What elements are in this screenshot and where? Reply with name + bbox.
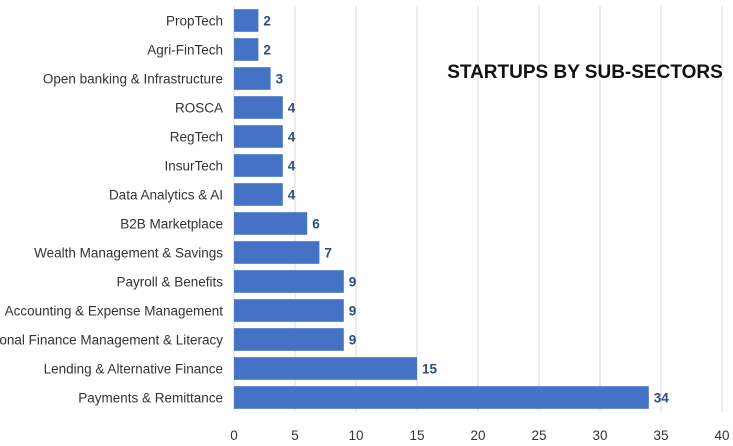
category-label: PropTech <box>166 14 223 29</box>
category-label: Wealth Management & Savings <box>34 246 223 261</box>
bar <box>234 38 259 61</box>
bar <box>234 270 344 293</box>
value-label: 4 <box>288 159 296 174</box>
category-label: Payments & Remittance <box>78 391 223 406</box>
value-label: 4 <box>288 101 296 116</box>
x-tick-label: 10 <box>348 428 363 443</box>
category-label: Lending & Alternative Finance <box>44 362 223 377</box>
value-label: 7 <box>324 246 332 261</box>
value-label: 4 <box>288 130 296 145</box>
x-tick-label: 35 <box>653 428 668 443</box>
x-axis-tick-labels: 0 5 10 15 20 25 30 35 40 <box>230 428 729 443</box>
value-label: 9 <box>349 333 357 348</box>
gridlines <box>233 6 723 412</box>
category-label: ROSCA <box>175 101 223 116</box>
bar <box>234 357 417 380</box>
bar <box>234 241 320 264</box>
x-tick-label: 20 <box>470 428 485 443</box>
bar <box>234 9 259 32</box>
category-label: Accounting & Expense Management <box>5 304 224 319</box>
category-label: B2B Marketplace <box>120 217 223 232</box>
bar <box>234 125 283 148</box>
value-label: 4 <box>288 188 296 203</box>
value-label: 9 <box>349 304 357 319</box>
category-label: Personal Finance Management & Literacy <box>0 333 223 348</box>
category-label: Data Analytics & AI <box>109 188 223 203</box>
bar <box>234 299 344 322</box>
bar <box>234 183 283 206</box>
bar <box>234 386 649 409</box>
category-axis-labels: PropTech Agri-FinTech Open banking & Infra… <box>0 14 223 406</box>
x-tick-label: 25 <box>531 428 546 443</box>
value-label: 3 <box>276 72 284 87</box>
category-label: Agri-FinTech <box>147 43 223 58</box>
x-tick-label: 30 <box>592 428 607 443</box>
value-label: 6 <box>312 217 320 232</box>
category-label: RegTech <box>170 130 223 145</box>
bar-series <box>234 9 649 409</box>
value-label: 34 <box>654 391 670 406</box>
x-tick-label: 15 <box>409 428 424 443</box>
bar <box>234 96 283 119</box>
value-label: 9 <box>349 275 357 290</box>
bar <box>234 328 344 351</box>
bar <box>234 67 271 90</box>
value-label: 15 <box>422 362 438 377</box>
bar <box>234 154 283 177</box>
chart-title: STARTUPS BY SUB-SECTORS <box>447 62 723 83</box>
value-label: 2 <box>263 43 271 58</box>
x-tick-label: 5 <box>291 428 299 443</box>
category-label: Open banking & Infrastructure <box>43 72 223 87</box>
x-tick-label: 0 <box>230 428 238 443</box>
value-label: 2 <box>263 14 271 29</box>
bar <box>234 212 308 235</box>
category-label: Payroll & Benefits <box>116 275 223 290</box>
category-label: InsurTech <box>164 159 223 174</box>
x-tick-label: 40 <box>714 428 729 443</box>
